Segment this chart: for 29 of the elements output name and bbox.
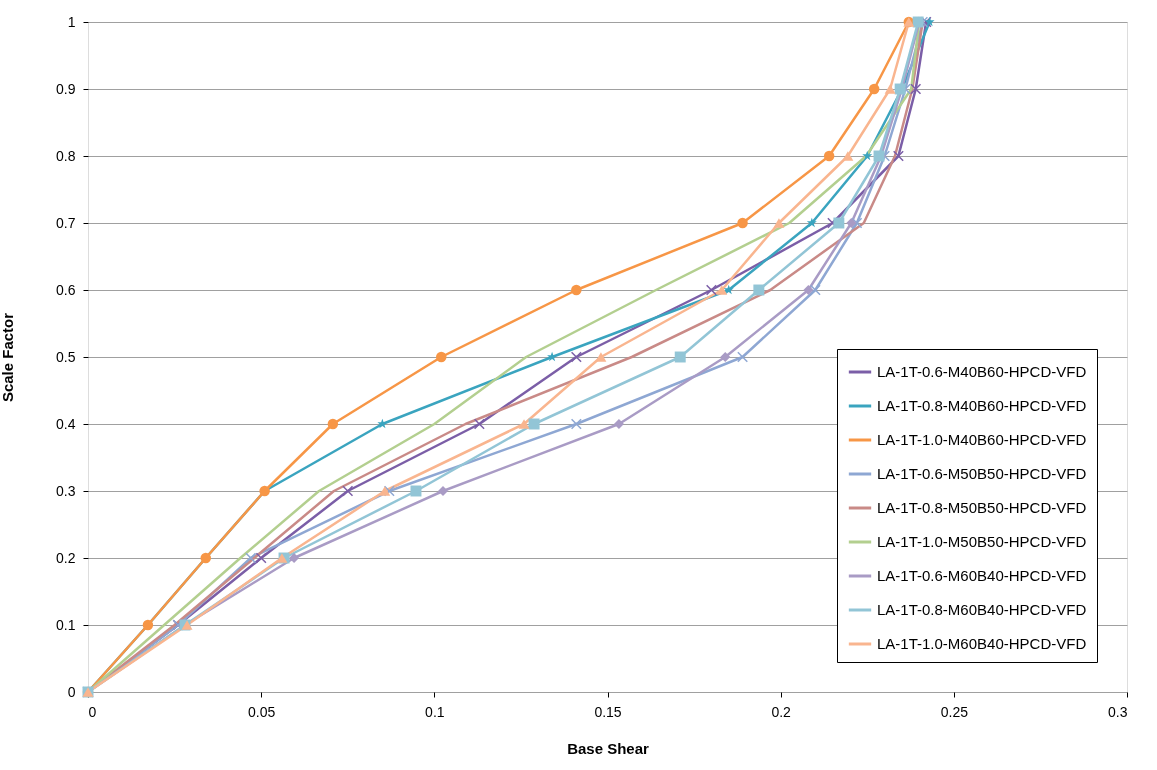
y-axis-title: Scale Factor [0,312,17,403]
legend-label: LA-1T-0.6-M40B60-HPCD-VFD [877,363,1087,380]
x-tick-label: 0.05 [248,703,276,720]
x-tick-label: 0.15 [594,703,622,720]
y-tick-label: 0.8 [56,147,76,164]
legend-label: LA-1T-1.0-M50B50-HPCD-VFD [877,533,1087,550]
y-tick-label: 0.5 [56,348,76,365]
x-tick-label: 0.2 [771,703,792,720]
x-tick-label: 0.25 [940,703,969,720]
y-tick-label: 0.9 [56,80,76,97]
x-tick-label: 0 [88,703,97,720]
y-tick-label: 0 [67,683,76,700]
x-tick-label: 0.3 [1108,703,1128,720]
x-axis-title: Base Shear [567,739,650,757]
y-tick-label: 0.4 [56,415,76,432]
legend-label: LA-1T-0.6-M50B50-HPCD-VFD [877,465,1087,482]
legend-label: LA-1T-1.0-M60B40-HPCD-VFD [877,635,1087,652]
legend-label: LA-1T-0.8-M50B50-HPCD-VFD [877,499,1087,516]
y-tick-label: 1 [67,13,76,30]
y-tick-label: 0.3 [56,482,76,499]
legend-label: LA-1T-0.8-M60B40-HPCD-VFD [877,601,1087,618]
y-tick-label: 0.6 [56,281,76,298]
y-tick-label: 0.7 [56,214,76,231]
y-tick-label: 0.2 [56,549,76,566]
legend-label: LA-1T-0.6-M60B40-HPCD-VFD [877,567,1087,584]
legend-label: LA-1T-1.0-M40B60-HPCD-VFD [877,431,1087,448]
x-tick-label: 0.1 [425,703,445,720]
y-tick-label: 0.1 [56,616,76,633]
legend-label: LA-1T-0.8-M40B60-HPCD-VFD [877,397,1087,414]
